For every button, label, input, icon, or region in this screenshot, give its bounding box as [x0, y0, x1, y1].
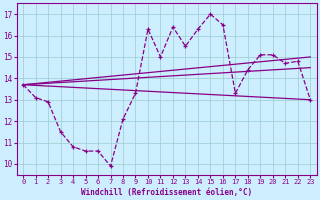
X-axis label: Windchill (Refroidissement éolien,°C): Windchill (Refroidissement éolien,°C) — [81, 188, 252, 197]
